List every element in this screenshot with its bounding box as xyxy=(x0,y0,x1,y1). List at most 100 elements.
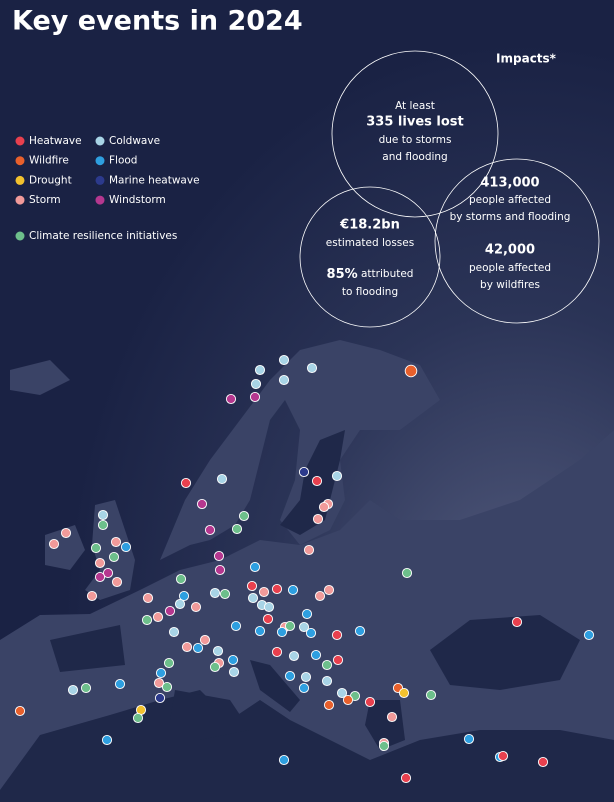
event-marker xyxy=(258,586,270,598)
impact-text: due to storms xyxy=(379,134,452,146)
event-marker xyxy=(213,550,225,562)
event-marker xyxy=(254,364,266,376)
impact-text: to flooding xyxy=(342,286,398,298)
event-marker xyxy=(246,580,258,592)
event-marker xyxy=(214,564,226,576)
legend-swatch xyxy=(15,136,25,146)
event-marker xyxy=(537,756,549,768)
event-marker xyxy=(94,557,106,569)
event-marker xyxy=(400,772,412,784)
event-marker xyxy=(67,684,79,696)
legend-swatch xyxy=(15,195,25,205)
impact-circle xyxy=(434,158,600,324)
impact-figure: 335 lives lost xyxy=(366,115,463,130)
event-marker xyxy=(48,538,60,550)
legend-label: Climate resilience initiatives xyxy=(29,230,177,242)
event-marker xyxy=(153,677,165,689)
impact-text: and flooding xyxy=(382,151,447,163)
event-marker xyxy=(154,692,166,704)
event-marker xyxy=(192,642,204,654)
event-marker xyxy=(80,682,92,694)
legend-swatch xyxy=(15,175,25,185)
event-marker xyxy=(463,733,475,745)
event-marker xyxy=(318,501,330,513)
event-marker xyxy=(60,527,72,539)
event-marker xyxy=(378,740,390,752)
event-marker xyxy=(238,510,250,522)
legend-label: Windstorm xyxy=(109,194,166,206)
legend-swatch xyxy=(95,175,105,185)
legend-label: Drought xyxy=(29,174,72,186)
event-marker xyxy=(301,608,313,620)
impact-text: people affected xyxy=(469,194,551,206)
event-marker xyxy=(298,682,310,694)
event-marker xyxy=(321,659,333,671)
event-marker xyxy=(175,573,187,585)
event-marker xyxy=(247,592,259,604)
event-marker xyxy=(114,678,126,690)
event-marker xyxy=(386,711,398,723)
legend-label: Coldwave xyxy=(109,135,160,147)
event-marker xyxy=(298,466,310,478)
event-marker xyxy=(230,620,242,632)
event-marker xyxy=(204,524,216,536)
legend-swatch xyxy=(15,156,25,166)
impact-text: attributed xyxy=(361,268,413,280)
event-marker xyxy=(120,541,132,553)
event-marker xyxy=(314,590,326,602)
event-marker xyxy=(209,661,221,673)
event-marker xyxy=(271,583,283,595)
event-marker xyxy=(227,654,239,666)
legend-label: Flood xyxy=(109,155,137,167)
event-marker xyxy=(364,696,376,708)
impact-share-figure: 85% xyxy=(327,267,358,282)
event-marker xyxy=(398,687,410,699)
event-marker xyxy=(310,649,322,661)
event-marker xyxy=(250,378,262,390)
event-marker xyxy=(249,391,261,403)
event-marker xyxy=(312,513,324,525)
title: Key events in 2024 xyxy=(12,6,303,37)
event-marker xyxy=(354,625,366,637)
event-marker xyxy=(306,362,318,374)
event-marker xyxy=(14,705,26,717)
event-marker xyxy=(288,650,300,662)
event-marker xyxy=(278,754,290,766)
event-marker xyxy=(164,605,176,617)
event-marker xyxy=(110,536,122,548)
event-marker xyxy=(425,689,437,701)
event-marker xyxy=(305,627,317,639)
event-marker xyxy=(331,470,343,482)
event-marker xyxy=(142,592,154,604)
event-marker xyxy=(342,694,354,706)
event-marker xyxy=(111,576,123,588)
event-marker xyxy=(132,712,144,724)
event-marker xyxy=(108,551,120,563)
event-marker xyxy=(231,523,243,535)
event-marker xyxy=(278,374,290,386)
event-marker xyxy=(287,584,299,596)
impact-text: by wildfires xyxy=(480,279,540,291)
impact-figure: €18.2bn xyxy=(339,218,400,233)
event-marker xyxy=(97,519,109,531)
event-marker xyxy=(300,671,312,683)
event-marker xyxy=(583,629,595,641)
event-marker xyxy=(196,498,208,510)
event-marker xyxy=(298,621,310,633)
legend-swatch xyxy=(95,195,105,205)
event-marker xyxy=(90,542,102,554)
event-marker xyxy=(97,509,109,521)
event-marker xyxy=(303,544,315,556)
impact-circle xyxy=(299,186,441,328)
event-marker xyxy=(332,654,344,666)
legend-label: Storm xyxy=(29,194,61,206)
event-marker xyxy=(181,641,193,653)
event-marker xyxy=(249,561,261,573)
legend-label: Heatwave xyxy=(29,135,82,147)
event-marker xyxy=(311,475,323,487)
event-marker xyxy=(263,601,275,613)
impact-figure: 413,000 xyxy=(480,176,539,191)
event-marker xyxy=(174,598,186,610)
event-marker xyxy=(271,646,283,658)
event-marker xyxy=(254,625,266,637)
